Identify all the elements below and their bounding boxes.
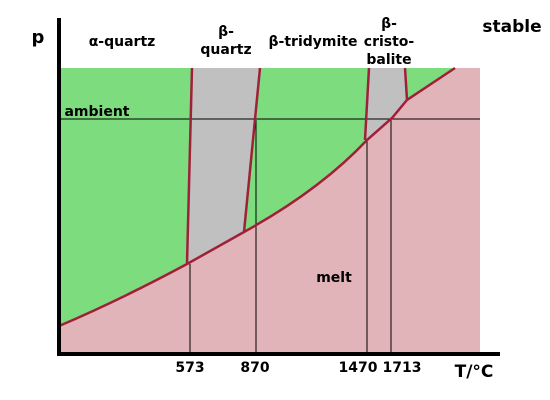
phase-label: α-quartz: [89, 34, 156, 50]
melt-region: [59, 68, 480, 354]
phase-boundaries: [58, 66, 456, 328]
boundary: [363, 67, 371, 141]
x-label: T/°C: [455, 362, 494, 382]
boundary: [185, 67, 194, 265]
ambient-label: ambient: [64, 104, 129, 120]
phase-label: quartz: [200, 42, 251, 58]
y-label: p: [32, 27, 45, 48]
phase-label: β-: [218, 24, 234, 40]
phase-label: balite: [366, 52, 411, 68]
guide-lines: [59, 118, 480, 354]
temp-label: 573: [175, 360, 204, 376]
beta-quartz-region: [187, 68, 260, 264]
boundary: [242, 67, 262, 233]
cristobalite-region: [365, 68, 407, 140]
temp-label: 870: [240, 360, 269, 376]
melt-boundary: [58, 66, 456, 328]
boundary: [403, 67, 409, 101]
temp-label: 1470: [339, 360, 378, 376]
temp-label: 1713: [383, 360, 422, 376]
phase-label: β-: [381, 16, 397, 32]
phase-label: melt: [316, 270, 352, 286]
phase-label: cristo-: [364, 34, 415, 50]
stable-label: stable: [482, 17, 541, 37]
phase-label: β-tridymite: [269, 34, 358, 50]
